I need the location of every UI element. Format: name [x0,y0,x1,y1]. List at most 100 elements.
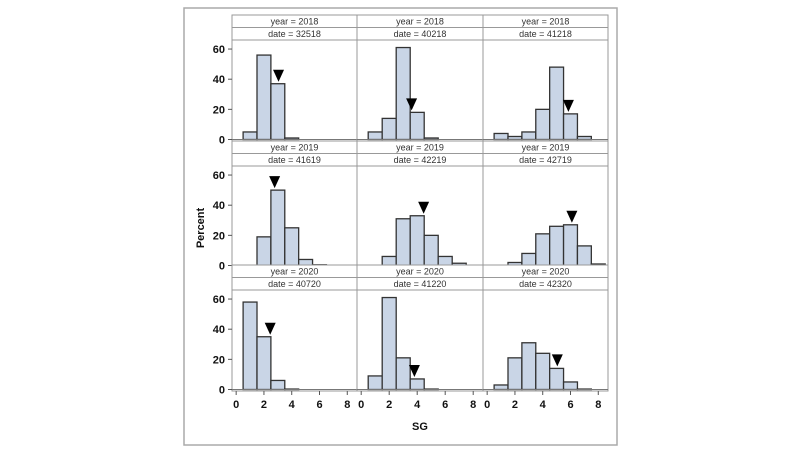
histogram-bar [284,227,300,267]
histogram-bar [507,357,523,391]
panel-year-label: year = 2018 [522,17,570,27]
histogram-bar [270,189,286,267]
panel-date-label: date = 42320 [519,279,572,289]
histogram-bar [562,381,579,391]
y-tick-label: 60 [213,44,225,56]
histogram-bar [256,336,272,391]
panel-date-label: date = 40720 [268,279,321,289]
x-tick-label: 8 [470,399,476,411]
histogram-bar [242,131,258,141]
histogram-bar [562,113,579,141]
histogram-bar [535,352,551,391]
y-tick-label: 60 [213,294,225,306]
y-tick-label: 40 [213,324,225,336]
panel-date-label: date = 32518 [268,29,321,39]
histogram-bar [270,379,286,391]
histogram-bar [367,375,383,391]
marker-triangle-icon [406,98,418,111]
x-tick-label: 6 [316,399,322,411]
panel-date-label: date = 41220 [394,279,447,289]
x-tick-label: 8 [344,399,350,411]
y-tick-label: 20 [213,104,225,116]
y-tick-label: 60 [213,170,225,182]
histogram-bar [381,296,397,391]
x-tick-label: 0 [233,399,239,411]
y-tick-label: 20 [213,230,225,242]
panel-year-label: year = 2020 [271,267,319,277]
panel-year-label: year = 2019 [522,143,570,153]
histogram-bar [576,245,592,267]
histogram-bar [521,131,537,141]
panel: year = 2019 date = 42719 [482,140,609,268]
x-tick-label: 4 [289,399,296,411]
histogram-bar [549,66,565,141]
histogram-bar [562,224,579,267]
x-tick-label: 4 [414,399,421,411]
y-tick-label: 40 [213,74,225,86]
histogram-bar [549,225,565,267]
panel-plot-area [356,289,484,392]
x-tick-label: 6 [567,399,573,411]
panel: year = 2018 date = 32518 0 20 40 60 [213,14,358,147]
histogram-bar [367,131,383,141]
histogram-bar [409,111,425,141]
histogram-bar [256,54,272,141]
histogram-bar [521,252,537,267]
x-tick-label: 6 [442,399,448,411]
panel-date-label: date = 42219 [394,155,447,165]
x-axis-label: SG [412,421,428,433]
panel: year = 2018 date = 41218 [482,14,609,142]
y-tick-label: 40 [213,200,225,212]
histogram-bar [535,233,551,267]
y-tick-label: 0 [219,135,225,147]
marker-triangle-icon [269,176,281,189]
marker-triangle-icon [408,364,420,377]
x-tick-label: 4 [540,399,547,411]
panel-date-label: date = 41619 [268,155,321,165]
histogram-bar [549,367,565,391]
y-tick-label: 20 [213,354,225,366]
panel: year = 2019 date = 42219 [356,140,484,268]
histogram-bar [437,255,453,267]
panel-year-label: year = 2019 [271,143,319,153]
histogram-bar [409,215,425,267]
panel-year-label: year = 2018 [271,17,319,27]
y-tick-label: 0 [219,385,225,397]
panel-year-label: year = 2020 [396,267,444,277]
x-tick-label: 2 [386,399,392,411]
x-tick-label: 8 [595,399,601,411]
panel-date-label: date = 41218 [519,29,572,39]
histogram-bar [521,342,537,391]
panel: year = 2019 date = 41619 0 20 40 60 [213,140,358,273]
histogram-bar [535,108,551,141]
marker-triangle-icon [418,201,430,214]
histogram-bar [395,357,411,391]
x-tick-label: 2 [261,399,267,411]
marker-triangle-icon [273,69,285,82]
histogram-bar [395,218,411,267]
histogram-bar [256,236,272,267]
marker-triangle-icon [562,99,574,112]
x-tick-label: 2 [512,399,518,411]
y-axis-label: Percent [195,207,207,248]
panel-year-label: year = 2020 [522,267,570,277]
histogram-bar [381,117,397,141]
x-tick-label: 0 [484,399,490,411]
histogram-bar [493,132,509,141]
panel: year = 2018 date = 40218 [356,14,484,142]
panel: year = 2020 date = 42320 0 2 4 6 8 [482,264,609,411]
histogram-bar [423,234,439,267]
y-tick-label: 0 [219,261,225,273]
marker-triangle-icon [551,354,563,367]
panel-year-label: year = 2019 [396,143,444,153]
panel-year-label: year = 2018 [396,17,444,27]
marker-triangle-icon [566,210,578,223]
histogram-bar [493,384,509,391]
histogram-bar [395,46,411,141]
panel: year = 2020 date = 40720 0 20 40 60 0 2 4 6 8 [213,264,358,411]
panel-plot-area [231,39,358,142]
histogram-bar [270,83,286,141]
panel: year = 2020 date = 41220 0 2 4 6 8 [356,264,484,411]
panel-date-label: date = 42719 [519,155,572,165]
